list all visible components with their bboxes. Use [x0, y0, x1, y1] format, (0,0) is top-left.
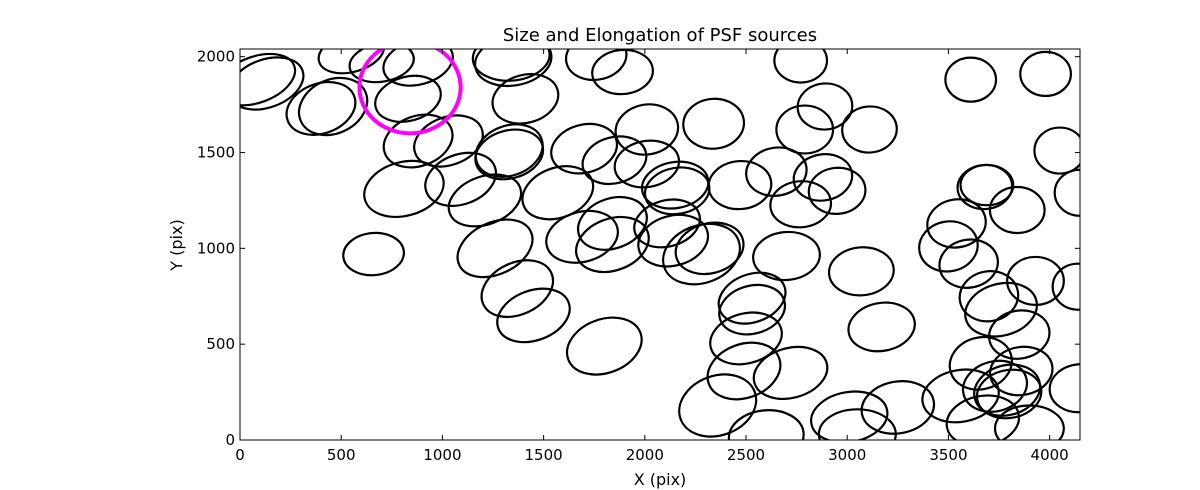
psf-source-ellipse	[1019, 50, 1072, 98]
x-tick-label: 3000	[828, 446, 866, 464]
psf-source-ellipse	[424, 151, 498, 207]
x-tick-label: 2500	[727, 446, 765, 464]
psf-source-ellipse	[1053, 168, 1080, 217]
psf-source-ellipse	[1048, 363, 1080, 414]
psf-source-ellipse	[961, 359, 1029, 413]
psf-source-ellipse	[374, 74, 442, 123]
psf-source-ellipse	[413, 114, 484, 168]
psf-source-ellipse	[959, 163, 1015, 207]
psf-source-ellipse	[678, 373, 758, 438]
psf-source-ellipse	[987, 309, 1051, 360]
psf-source-ellipse	[682, 97, 746, 150]
psf-source-ellipse	[614, 103, 680, 156]
psf-source-ellipse	[633, 198, 701, 249]
y-axis-label: Y (pix)	[167, 219, 186, 271]
psf-source-ellipse	[447, 173, 523, 228]
psf-source-ellipse	[841, 105, 898, 154]
psf-source-ellipse	[1006, 255, 1065, 306]
psf-source-ellipse	[576, 195, 648, 251]
plot-frame	[239, 48, 1081, 441]
psf-source-ellipse	[491, 73, 560, 125]
psf-source-ellipse	[752, 230, 821, 282]
psf-source-ellipse	[581, 135, 648, 186]
psf-source-ellipse	[591, 49, 654, 96]
x-tick-label: 3500	[929, 446, 967, 464]
x-axis-label: X (pix)	[634, 470, 687, 489]
psf-source-ellipse	[474, 49, 553, 88]
psf-source-ellipse	[944, 56, 998, 103]
psf-source-ellipse	[958, 270, 1020, 323]
x-tick-label: 1500	[525, 446, 563, 464]
chart-title: Size and Elongation of PSF sources	[503, 25, 817, 46]
y-tick-label: 2000	[197, 48, 235, 66]
psf-source-ellipse	[545, 209, 619, 264]
y-tick-label: 1500	[197, 144, 235, 162]
psf-source-ellipse	[662, 222, 741, 286]
psf-source-ellipse	[342, 231, 405, 277]
psf-source-ellipse	[707, 159, 773, 211]
psf-source-ellipse	[480, 259, 555, 318]
psf-source-ellipse	[921, 368, 1000, 424]
psf-source-ellipse	[474, 128, 545, 181]
highlighted-source-circle	[357, 49, 463, 136]
psf-source-ellipse	[752, 345, 829, 400]
psf-source-ellipse	[718, 283, 787, 336]
psf-source-ellipse	[382, 49, 454, 87]
psf-source-ellipse	[706, 341, 782, 401]
psf-source-ellipse	[564, 49, 628, 82]
psf-source-ellipse	[240, 52, 297, 107]
psf-source-ellipse	[745, 146, 808, 197]
psf-source-ellipse	[1033, 126, 1080, 175]
y-tick-label: 500	[206, 335, 235, 353]
psf-source-ellipse	[860, 380, 936, 435]
psf-source-ellipse	[474, 123, 544, 178]
psf-source-ellipse	[769, 180, 833, 229]
psf-source-ellipse	[674, 221, 745, 276]
psf-source-ellipse	[348, 49, 415, 84]
psf-source-ellipse	[945, 394, 1021, 440]
psf-source-ellipse	[471, 49, 551, 82]
x-tick-label: 2000	[626, 446, 664, 464]
psf-source-ellipse	[496, 287, 571, 344]
psf-source-ellipse	[988, 185, 1046, 235]
psf-source-ellipse	[993, 404, 1065, 440]
psf-source-ellipse	[938, 238, 999, 289]
psf-source-ellipse	[565, 316, 643, 376]
psf-source-ellipse	[918, 220, 979, 273]
psf-source-ellipse	[807, 166, 867, 215]
psf-source-ellipse	[1051, 262, 1080, 311]
psf-source-ellipse	[964, 281, 1038, 338]
psf-source-ellipse	[456, 218, 534, 279]
psf-source-ellipse	[709, 311, 783, 366]
psf-source-ellipse	[847, 301, 916, 353]
psf-source-ellipse	[240, 56, 305, 111]
psf-source-ellipse	[575, 215, 650, 274]
x-tick-label: 0	[235, 446, 245, 464]
y-tick-label: 1000	[197, 239, 235, 257]
psf-source-ellipse	[727, 409, 805, 440]
psf-source-ellipse	[613, 139, 681, 189]
psf-source-ellipse	[285, 80, 357, 136]
x-tick-label: 500	[327, 446, 356, 464]
psf-source-ellipse	[775, 104, 835, 155]
psf-source-ellipse	[810, 390, 889, 440]
psf-source-ellipse	[773, 49, 829, 84]
psf-source-ellipse	[317, 49, 386, 75]
x-tick-label: 4000	[1031, 446, 1069, 464]
x-tick-label: 1000	[423, 446, 461, 464]
psf-source-ellipse	[827, 246, 895, 297]
y-tick-label: 0	[225, 431, 235, 449]
sources-layer	[240, 49, 1080, 440]
psf-source-ellipse	[975, 368, 1043, 420]
psf-source-ellipse	[796, 82, 854, 131]
axis-ticks: 0 500 1000 1500 2000 2500 3000 3500 4000 0 500 1000…	[197, 48, 1080, 464]
psf-source-ellipse	[363, 159, 445, 218]
